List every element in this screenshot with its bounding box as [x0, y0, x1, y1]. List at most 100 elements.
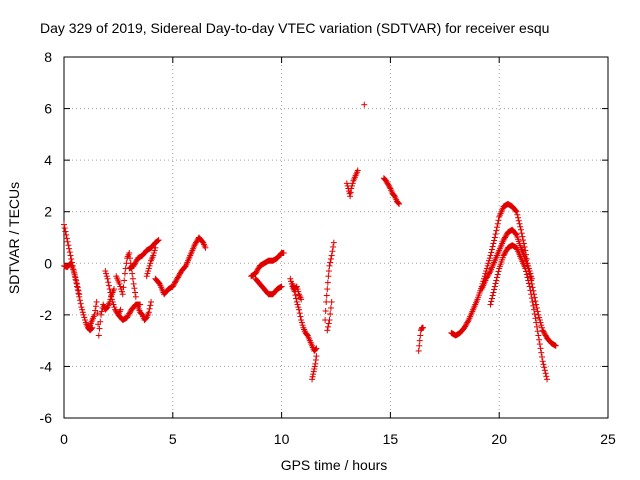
data-point — [494, 224, 501, 231]
data-point — [486, 257, 493, 264]
data-point — [110, 301, 117, 308]
data-point — [132, 258, 139, 265]
data-point — [81, 314, 88, 321]
data-point — [523, 268, 530, 275]
data-point — [391, 192, 398, 199]
data-point — [313, 345, 320, 352]
data-point — [502, 248, 509, 255]
data-point — [487, 252, 494, 259]
data-point — [483, 265, 490, 272]
data-point — [328, 298, 335, 305]
data-point — [483, 274, 490, 281]
data-point — [386, 184, 393, 191]
data-point — [252, 270, 259, 277]
data-point — [528, 295, 535, 302]
data-point — [502, 234, 509, 241]
data-point — [298, 317, 305, 324]
data-point — [294, 301, 301, 308]
data-point — [491, 286, 498, 293]
data-point — [324, 279, 331, 286]
data-point — [313, 353, 320, 360]
data-point — [525, 277, 532, 284]
plot-frame — [63, 56, 609, 419]
data-point — [131, 261, 138, 268]
data-point — [541, 364, 548, 371]
data-point — [542, 332, 549, 339]
data-point — [484, 262, 491, 269]
data-point — [502, 233, 509, 240]
data-point — [120, 284, 127, 291]
data-point — [493, 227, 500, 234]
data-point — [533, 301, 540, 308]
data-point — [175, 273, 182, 280]
data-point — [463, 320, 470, 327]
data-point — [346, 190, 353, 197]
data-point — [492, 280, 499, 287]
data-point — [147, 260, 154, 267]
data-point — [76, 297, 83, 304]
data-point — [517, 226, 524, 233]
data-point — [495, 217, 502, 224]
data-point — [385, 182, 392, 189]
data-point — [79, 309, 86, 316]
data-point — [65, 242, 72, 249]
data-point — [130, 280, 137, 287]
data-point — [541, 329, 548, 336]
data-point — [121, 277, 128, 284]
x-axis-label: GPS time / hours — [281, 457, 388, 473]
data-point — [293, 283, 300, 290]
data-point — [325, 273, 332, 280]
data-point — [515, 214, 522, 221]
data-point — [537, 345, 544, 352]
data-point — [347, 189, 354, 196]
x-tick-label: 5 — [169, 431, 177, 447]
data-point — [310, 371, 317, 378]
data-point — [119, 291, 126, 298]
data-point — [104, 275, 111, 282]
data-point — [177, 270, 184, 277]
data-point — [103, 304, 110, 311]
data-point — [518, 230, 525, 237]
data-point — [287, 275, 294, 282]
data-point — [500, 252, 507, 259]
data-point — [66, 245, 73, 252]
data-point — [520, 237, 527, 244]
data-point — [349, 180, 356, 187]
data-point — [111, 304, 118, 311]
data-point — [296, 310, 303, 317]
data-point — [503, 247, 510, 254]
data-point — [126, 310, 133, 317]
data-point — [538, 324, 545, 331]
x-tick-label: 25 — [600, 431, 616, 447]
data-point — [72, 274, 79, 281]
data-point — [74, 280, 81, 287]
y-tick-label: 6 — [44, 101, 52, 117]
data-point — [310, 368, 317, 375]
data-point — [325, 320, 332, 327]
data-point — [156, 280, 163, 287]
x-tick-label: 10 — [274, 431, 290, 447]
data-point — [486, 255, 493, 262]
ticks: 0 5 10 15 20 25 -6 -4 -2 0 2 4 6 8 — [40, 49, 616, 447]
data-point — [309, 376, 316, 383]
data-point — [327, 259, 334, 266]
data-point — [536, 341, 543, 348]
data-point — [297, 313, 304, 320]
data-point — [523, 271, 530, 278]
data-point — [327, 310, 334, 317]
y-tick-label: -6 — [40, 410, 53, 426]
data-point — [147, 302, 154, 309]
data-point — [108, 292, 115, 299]
data-point — [329, 248, 336, 255]
data-point — [95, 332, 102, 339]
data-point — [63, 235, 70, 242]
data-point — [151, 247, 158, 254]
data-point — [540, 361, 547, 368]
data-point — [514, 211, 521, 218]
data-point — [169, 283, 176, 290]
data-point — [75, 287, 82, 294]
data-point — [533, 319, 540, 326]
data-point — [62, 228, 69, 235]
data-point — [253, 268, 260, 275]
data-point — [63, 231, 70, 238]
